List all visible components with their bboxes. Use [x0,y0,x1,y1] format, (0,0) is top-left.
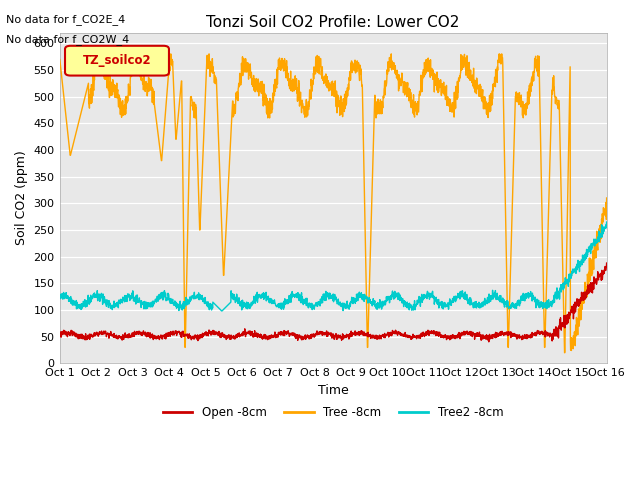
Text: No data for f_CO2E_4: No data for f_CO2E_4 [6,14,125,25]
Y-axis label: Soil CO2 (ppm): Soil CO2 (ppm) [15,151,28,245]
Text: No data for f_CO2W_4: No data for f_CO2W_4 [6,34,130,45]
Text: TZ_soilco2: TZ_soilco2 [83,54,151,67]
Legend: Open -8cm, Tree -8cm, Tree2 -8cm: Open -8cm, Tree -8cm, Tree2 -8cm [158,401,508,424]
Title: Tonzi Soil CO2 Profile: Lower CO2: Tonzi Soil CO2 Profile: Lower CO2 [206,15,460,30]
FancyBboxPatch shape [65,46,169,75]
X-axis label: Time: Time [317,384,348,397]
